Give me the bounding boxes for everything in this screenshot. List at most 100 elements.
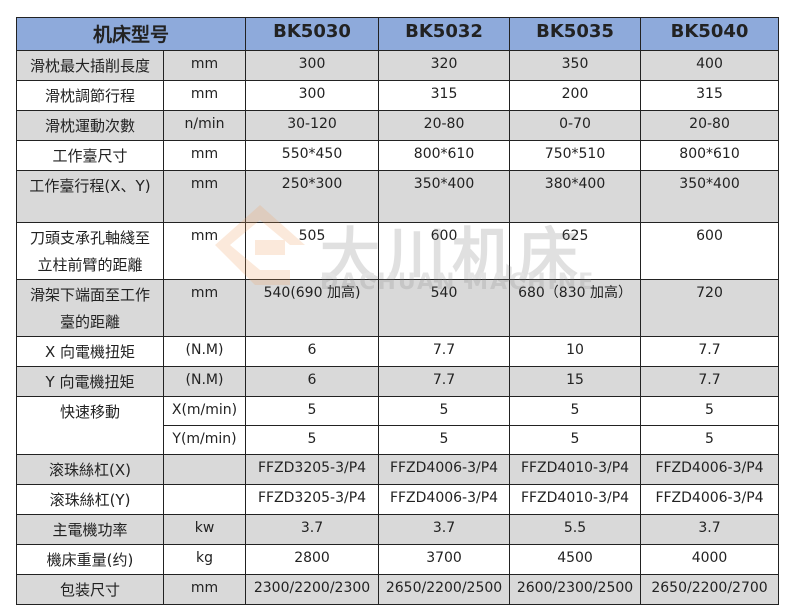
value-cell: FFZD4010-3/P4 [509, 484, 642, 515]
table-row: 滚珠絲杠(Y) FFZD3205-3/P4 FFZD4006-3/P4 FFZD401… [16, 484, 780, 515]
value-cell: 5 [245, 425, 380, 455]
row-label: 快速移動 [16, 396, 164, 455]
row-label: 滚珠絲杠(X) [16, 454, 164, 485]
value-cell: FFZD4006-3/P4 [378, 454, 511, 485]
value-cell: 2600/2300/2500 [509, 574, 642, 605]
row-unit: kw [162, 514, 247, 545]
table-row: 刀頭支承孔軸綫至立柱前臂的距離 mm 505 600 625 600 [16, 222, 780, 280]
value-cell: 6 [245, 336, 380, 367]
row-unit: mm [162, 50, 247, 81]
value-cell: 2300/2200/2300 [245, 574, 380, 605]
value-cell: 320 [378, 50, 511, 81]
table-row: X 向電機扭矩 (N.M) 6 7.7 10 7.7 [16, 336, 780, 367]
table-row: 滑枕最大插削長度 mm 300 320 350 400 [16, 50, 780, 81]
value-cell: 30-120 [245, 110, 380, 141]
table-row: 工作臺尺寸 mm 550*450 800*610 750*510 800*610 [16, 140, 780, 171]
value-cell: 2650/2200/2700 [640, 574, 780, 605]
value-cell: FFZD3205-3/P4 [245, 484, 380, 515]
value-cell: 750*510 [509, 140, 642, 171]
value-cell: 5 [640, 396, 780, 426]
row-unit: mm [162, 279, 247, 337]
value-cell: 505 [245, 222, 380, 280]
table-row: 滑架下端面至工作臺的距離 mm 540(690 加高) 540 680（830 加高） 7… [16, 279, 780, 337]
value-cell: 4000 [640, 544, 780, 575]
value-cell: 600 [378, 222, 511, 280]
row-unit: (N.M) [162, 336, 247, 367]
value-cell: 20-80 [378, 110, 511, 141]
row-unit: X(m/min) [162, 396, 247, 426]
value-cell: 550*450 [245, 140, 380, 171]
value-cell: 300 [245, 50, 380, 81]
row-unit: mm [162, 222, 247, 280]
value-cell: 5.5 [509, 514, 642, 545]
table-row: 滚珠絲杠(X) FFZD3205-3/P4 FFZD4006-3/P4 FFZD401… [16, 454, 780, 485]
value-cell: 400 [640, 50, 780, 81]
value-cell: 250*300 [245, 170, 380, 223]
row-unit: mm [162, 574, 247, 605]
value-cell: FFZD3205-3/P4 [245, 454, 380, 485]
row-label: X 向電機扭矩 [16, 336, 164, 367]
value-cell: 5 [640, 425, 780, 455]
value-cell: 6 [245, 366, 380, 397]
table-row: Y(m/min) 5 5 5 5 [17, 425, 780, 455]
value-cell: FFZD4006-3/P4 [640, 454, 780, 485]
value-cell: 625 [509, 222, 642, 280]
row-unit: (N.M) [162, 366, 247, 397]
value-cell: 7.7 [640, 336, 780, 367]
model-header: BK5040 [640, 17, 780, 51]
value-cell: 5 [509, 396, 642, 426]
header-row: 机床型号 BK5030 BK5032 BK5035 BK5040 [15, 17, 780, 51]
row-unit: kg [162, 544, 247, 575]
row-unit: mm [162, 170, 247, 223]
value-cell: 380*400 [509, 170, 642, 223]
row-label: 滑枕運動次數 [16, 110, 164, 141]
value-cell: 350*400 [640, 170, 780, 223]
row-unit [162, 484, 247, 515]
row-unit: n/min [162, 110, 247, 141]
value-cell: 0-70 [509, 110, 642, 141]
value-cell: 800*610 [640, 140, 780, 171]
value-cell: 540 [378, 279, 511, 337]
row-label: 滑枕調節行程 [16, 80, 164, 111]
row-label: 滚珠絲杠(Y) [16, 484, 164, 515]
value-cell: 680（830 加高） [509, 279, 642, 337]
value-cell: 540(690 加高) [245, 279, 380, 337]
value-cell: 350 [509, 50, 642, 81]
value-cell: 5 [245, 396, 380, 426]
value-cell: 600 [640, 222, 780, 280]
row-label: 滑枕最大插削長度 [16, 50, 164, 81]
row-label: 包装尺寸 [16, 574, 164, 605]
header-title: 机床型号 [15, 17, 247, 51]
value-cell: 7.7 [378, 366, 511, 397]
value-cell: 300 [245, 80, 380, 111]
row-label: 機床重量(约) [16, 544, 164, 575]
value-cell: 10 [509, 336, 642, 367]
table-row: 工作臺行程(X、Y) mm 250*300 350*400 380*400 350*400 [16, 170, 780, 223]
value-cell: 4500 [509, 544, 642, 575]
value-cell: 3.7 [378, 514, 511, 545]
row-unit: mm [162, 80, 247, 111]
table-row: 滑枕調節行程 mm 300 315 200 315 [16, 80, 780, 111]
row-unit [162, 454, 247, 485]
value-cell: 200 [509, 80, 642, 111]
value-cell: FFZD4006-3/P4 [378, 484, 511, 515]
value-cell: 15 [509, 366, 642, 397]
value-cell: 5 [378, 396, 511, 426]
value-cell: 350*400 [378, 170, 511, 223]
value-cell: 7.7 [378, 336, 511, 367]
row-unit: mm [162, 140, 247, 171]
table-row: 機床重量(约) kg 2800 3700 4500 4000 [16, 544, 780, 575]
value-cell: 5 [378, 425, 511, 455]
row-label: 工作臺行程(X、Y) [16, 170, 164, 223]
row-label: 滑架下端面至工作臺的距離 [16, 279, 164, 337]
value-cell: 2800 [245, 544, 380, 575]
row-unit: Y(m/min) [162, 425, 247, 455]
value-cell: FFZD4006-3/P4 [640, 484, 780, 515]
value-cell: 7.7 [640, 366, 780, 397]
model-header: BK5035 [509, 17, 642, 51]
value-cell: 2650/2200/2500 [378, 574, 511, 605]
value-cell: FFZD4010-3/P4 [509, 454, 642, 485]
value-cell: 3.7 [245, 514, 380, 545]
table-row: 包装尺寸 mm 2300/2200/2300 2650/2200/2500 2600/2… [16, 574, 780, 605]
value-cell: 315 [378, 80, 511, 111]
